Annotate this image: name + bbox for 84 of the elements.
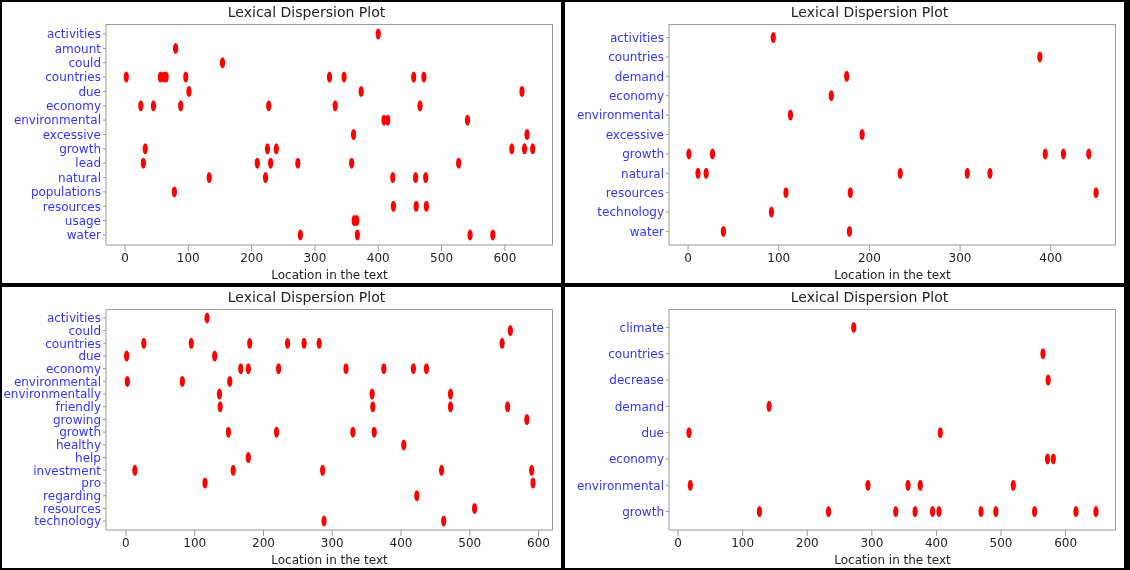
y-tick-label: resources [605, 185, 664, 200]
y-tick-label: lead [75, 156, 101, 171]
y-tick-label: regarding [43, 488, 101, 503]
y-tick-label: countries [608, 346, 664, 361]
y-tick-label: countries [608, 50, 664, 65]
x-tick-label: 100 [731, 535, 755, 550]
y-tick-label: populations [30, 185, 101, 200]
y-tick-label: environmental [576, 478, 664, 493]
y-tick-label: excessive [42, 127, 101, 142]
x-tick-label: 400 [924, 535, 948, 550]
y-tick-label: activities [46, 27, 101, 42]
y-tick-label: usage [64, 213, 101, 228]
y-tick-label: due [641, 425, 664, 440]
y-tick-label: natural [58, 170, 101, 185]
x-tick-label: 300 [320, 535, 344, 550]
y-tick-label: amount [54, 41, 102, 56]
x-tick-label: 0 [684, 250, 692, 265]
y-tick-label: water [66, 228, 102, 243]
y-tick-label: growth [622, 504, 664, 519]
y-tick-label: due [78, 349, 101, 364]
y-tick-label: due [78, 84, 101, 99]
x-tick-label: 100 [183, 535, 207, 550]
y-tick-label: pro [81, 476, 101, 491]
x-axis-title: Location in the text [271, 553, 389, 567]
y-tick-label: resources [42, 199, 101, 214]
y-tick-label: countries [45, 70, 101, 85]
x-tick-label: 0 [122, 535, 130, 550]
x-tick-label: 600 [493, 250, 517, 265]
y-tick-label: environmental [13, 113, 101, 128]
y-tick-label: could [68, 323, 101, 338]
x-tick-label: 500 [458, 535, 482, 550]
x-tick-label: 200 [240, 250, 264, 265]
y-tick-label: countries [45, 336, 101, 351]
x-tick-label: 200 [252, 535, 275, 550]
y-tick-label: growing [53, 412, 101, 427]
y-tick-label: environmental [576, 108, 664, 123]
y-tick-label: climate [619, 320, 664, 335]
x-tick-label: 400 [1039, 250, 1063, 265]
y-tick-label: economy [608, 452, 664, 467]
x-tick-label: 100 [767, 250, 791, 265]
y-tick-label: decrease [609, 373, 664, 388]
x-axis-title: Location in the text [834, 268, 952, 282]
x-tick-label: 500 [989, 535, 1013, 550]
y-tick-label: demand [614, 69, 664, 84]
x-tick-label: 200 [795, 535, 819, 550]
x-tick-label: 300 [303, 250, 327, 265]
y-tick-label: economy [45, 99, 101, 114]
y-tick-label: growth [59, 425, 101, 440]
y-tick-label: excessive [605, 127, 664, 142]
x-tick-label: 400 [366, 250, 390, 265]
x-tick-label: 200 [857, 250, 881, 265]
y-tick-label: activities [609, 30, 664, 45]
y-tick-label: investment [33, 463, 102, 478]
y-tick-label: technology [597, 205, 664, 220]
x-tick-label: 100 [176, 250, 200, 265]
x-tick-label: 600 [527, 535, 551, 550]
y-tick-label: economy [608, 88, 664, 103]
chart-title: Lexical Dispersion Plot [789, 289, 950, 305]
x-tick-label: 500 [430, 250, 454, 265]
y-tick-label: technology [34, 514, 101, 529]
x-tick-label: 400 [389, 535, 413, 550]
x-tick-label: 300 [860, 535, 884, 550]
y-tick-label: environmental [13, 374, 101, 389]
y-tick-label: activities [46, 311, 101, 326]
chart-title: Lexical Dispersion Plot [789, 4, 950, 20]
y-tick-label: natural [621, 166, 664, 181]
x-tick-label: 600 [1054, 535, 1078, 550]
x-tick-label: 0 [121, 250, 129, 265]
y-tick-label: friendly [55, 400, 101, 415]
y-tick-label: growth [622, 147, 664, 162]
y-tick-label: growth [59, 142, 101, 157]
y-tick-label: help [75, 450, 101, 465]
x-axis-title: Location in the text [271, 268, 389, 282]
chart-title: Lexical Dispersion Plot [226, 4, 387, 20]
y-tick-label: water [629, 224, 665, 239]
y-tick-label: environmentally [3, 387, 101, 402]
y-tick-label: could [68, 56, 101, 71]
y-tick-label: demand [614, 399, 664, 414]
y-tick-label: economy [45, 361, 101, 376]
y-tick-label: healthy [55, 438, 101, 453]
x-axis-title: Location in the text [834, 553, 952, 567]
chart-title: Lexical Dispersion Plot [226, 289, 387, 305]
x-tick-label: 0 [674, 535, 682, 550]
x-tick-label: 300 [948, 250, 972, 265]
